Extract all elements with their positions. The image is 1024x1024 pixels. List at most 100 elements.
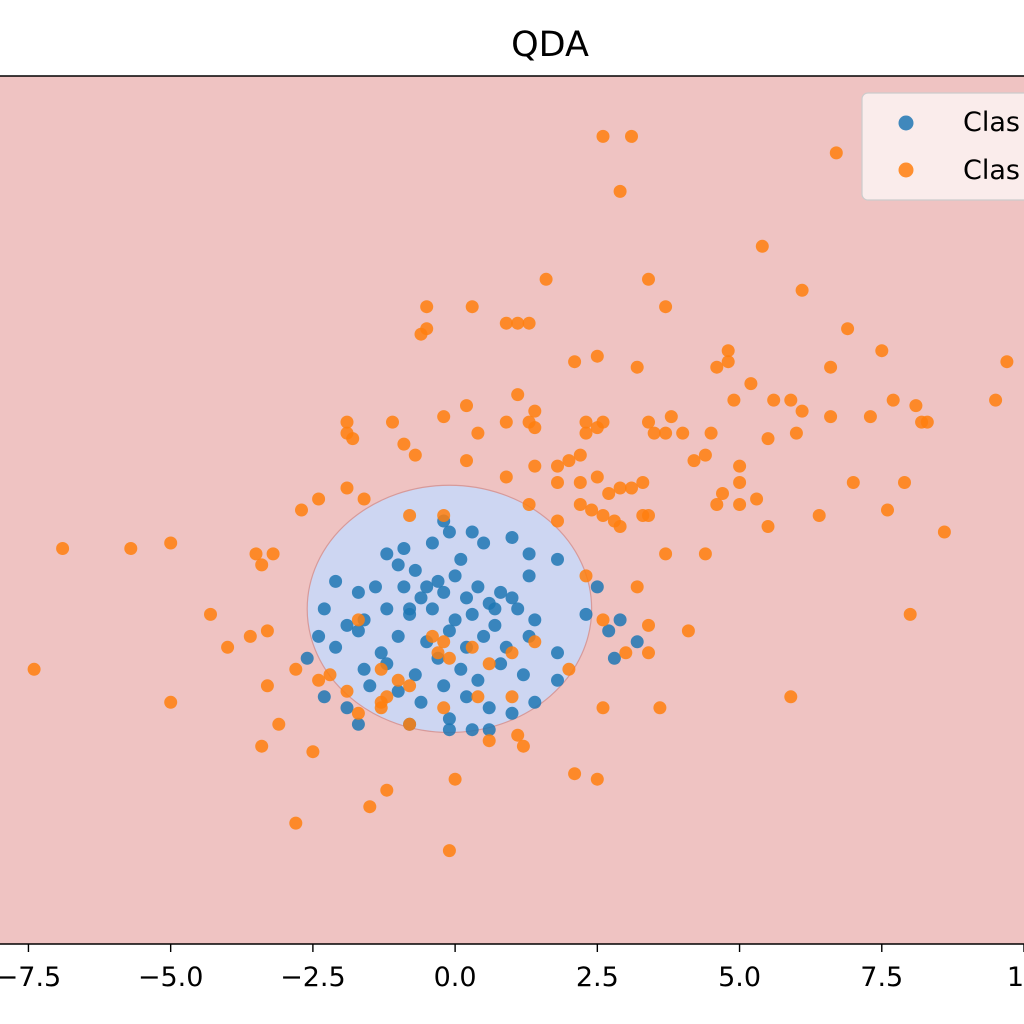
class-1-point [448, 772, 462, 786]
class-1-point [721, 355, 735, 369]
class-1-point [289, 816, 303, 830]
class-1-point [391, 673, 405, 687]
class-1-point [340, 426, 354, 440]
class-1-point [260, 679, 274, 693]
class-1-point [744, 377, 758, 391]
scatter-points [27, 129, 1014, 858]
class-1-point [403, 717, 417, 731]
class-1-point [562, 454, 576, 468]
class-1-point [551, 476, 564, 489]
class-0-point [317, 690, 331, 704]
x-tick-label: 7.5 [860, 962, 903, 993]
class-0-point [363, 679, 377, 693]
class-1-point [573, 448, 587, 462]
class-0-point [505, 591, 519, 605]
class-1-point [568, 767, 582, 781]
class-0-point [465, 723, 479, 737]
class-0-point [425, 536, 439, 550]
class-1-point [425, 629, 439, 643]
class-1-point [710, 360, 724, 374]
class-1-point [499, 415, 513, 429]
class-1-point [704, 426, 718, 440]
class-1-point [255, 739, 269, 753]
class-0-point [482, 723, 496, 737]
class-1-point [716, 487, 729, 500]
class-1-point [516, 739, 530, 753]
class-1-point [465, 640, 479, 654]
class-1-point [625, 481, 638, 495]
class-1-point [374, 662, 388, 676]
class-0-point [488, 602, 502, 616]
class-0-point [442, 723, 456, 737]
class-0-point [437, 679, 451, 693]
class-1-point [374, 695, 388, 709]
class-1-point [511, 388, 525, 402]
class-1-point [568, 355, 582, 369]
x-tick-label: −5.0 [138, 962, 204, 993]
class-1-point [750, 492, 764, 506]
legend-marker-class-0 [898, 115, 914, 131]
class-1-point [204, 607, 217, 621]
legend: Clas Clas [861, 92, 1024, 201]
class-0-point [408, 668, 422, 682]
class-1-point [829, 146, 843, 160]
class-0-point [579, 607, 593, 621]
chart-title: QDA [511, 25, 589, 65]
class-1-point [937, 525, 951, 539]
class-1-point [460, 399, 473, 413]
class-1-point [522, 316, 536, 330]
class-1-point [681, 624, 695, 638]
class-0-point [477, 536, 491, 550]
class-1-point [243, 629, 257, 643]
class-1-point [403, 679, 417, 693]
class-1-point [636, 476, 650, 489]
class-1-point [653, 701, 667, 715]
class-1-point [642, 646, 655, 660]
class-1-point [784, 690, 798, 704]
class-1-point [613, 184, 627, 198]
x-tick-label: 2.5 [576, 962, 619, 993]
class-1-point [642, 618, 655, 632]
class-1-point [295, 503, 308, 517]
class-1-point [733, 459, 747, 473]
class-0-point [391, 629, 405, 643]
class-1-point [824, 360, 838, 374]
class-0-point [465, 525, 479, 539]
class-1-point [698, 547, 712, 561]
class-0-point [448, 613, 462, 627]
class-1-point [733, 476, 747, 489]
class-1-point [647, 426, 661, 440]
class-1-point [659, 547, 673, 561]
class-0-point [442, 712, 456, 726]
class-1-point [863, 410, 877, 424]
class-0-point [380, 547, 394, 561]
class-0-point [505, 706, 519, 720]
class-1-point [590, 772, 604, 786]
class-1-point [471, 690, 485, 704]
class-0-point [437, 585, 451, 599]
class-1-point [539, 272, 553, 286]
class-1-point [579, 569, 593, 583]
class-1-point [920, 415, 934, 429]
class-0-point [454, 552, 468, 566]
class-1-point [579, 426, 593, 440]
class-0-point [414, 695, 428, 709]
class-0-point [471, 580, 485, 594]
class-1-point [482, 657, 496, 671]
class-0-point [522, 569, 536, 583]
class-1-point [710, 498, 724, 511]
class-1-point [596, 129, 610, 143]
class-0-point [442, 525, 456, 539]
class-0-point [397, 580, 411, 594]
class-1-point [630, 580, 644, 594]
class-0-point [516, 668, 530, 682]
class-1-point [664, 410, 678, 424]
class-0-point [488, 618, 502, 632]
class-1-point [989, 393, 1003, 407]
class-1-point [573, 476, 587, 489]
class-1-point [761, 520, 775, 533]
class-0-point [482, 701, 496, 715]
class-1-point [528, 421, 542, 435]
class-1-point [846, 476, 860, 489]
